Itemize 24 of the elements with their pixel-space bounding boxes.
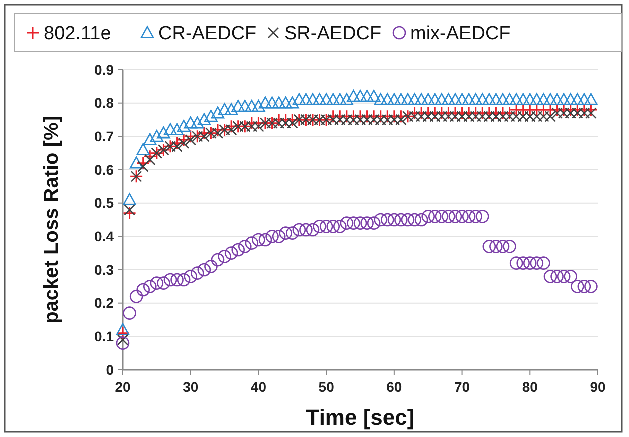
- x-tick-label: 40: [250, 379, 267, 395]
- y-tick-label: 0.7: [94, 128, 114, 145]
- y-tick-label: 0.6: [94, 162, 114, 178]
- legend-label: 802.11e: [44, 24, 112, 45]
- y-tick-label: 0.2: [94, 295, 114, 312]
- x-tick-label: 30: [183, 379, 199, 395]
- legend-label: mix-AEDCF: [410, 24, 511, 45]
- y-tick-label: 0.3: [94, 262, 114, 278]
- y-tick-label: 0.5: [94, 195, 114, 212]
- y-tick-label: 0.4: [94, 228, 114, 245]
- y-tick-label: 0.9: [94, 62, 114, 78]
- x-axis-title: Time [sec]: [306, 405, 415, 430]
- x-tick-label: 90: [590, 379, 606, 395]
- x-tick-label: 80: [522, 379, 538, 395]
- y-axis-title: packet Loss Ratio [%]: [41, 116, 63, 324]
- x-tick-label: 50: [318, 379, 335, 395]
- y-tick-label: 0.8: [94, 95, 114, 112]
- x-tick-label: 60: [386, 379, 402, 395]
- x-tick-label: 20: [115, 379, 131, 395]
- y-tick-label: 0: [106, 362, 114, 378]
- x-tick-label: 70: [454, 379, 470, 395]
- legend-label: SR-AEDCF: [284, 24, 382, 45]
- legend-label: CR-AEDCF: [158, 24, 257, 45]
- y-tick-label: 0.1: [94, 328, 114, 345]
